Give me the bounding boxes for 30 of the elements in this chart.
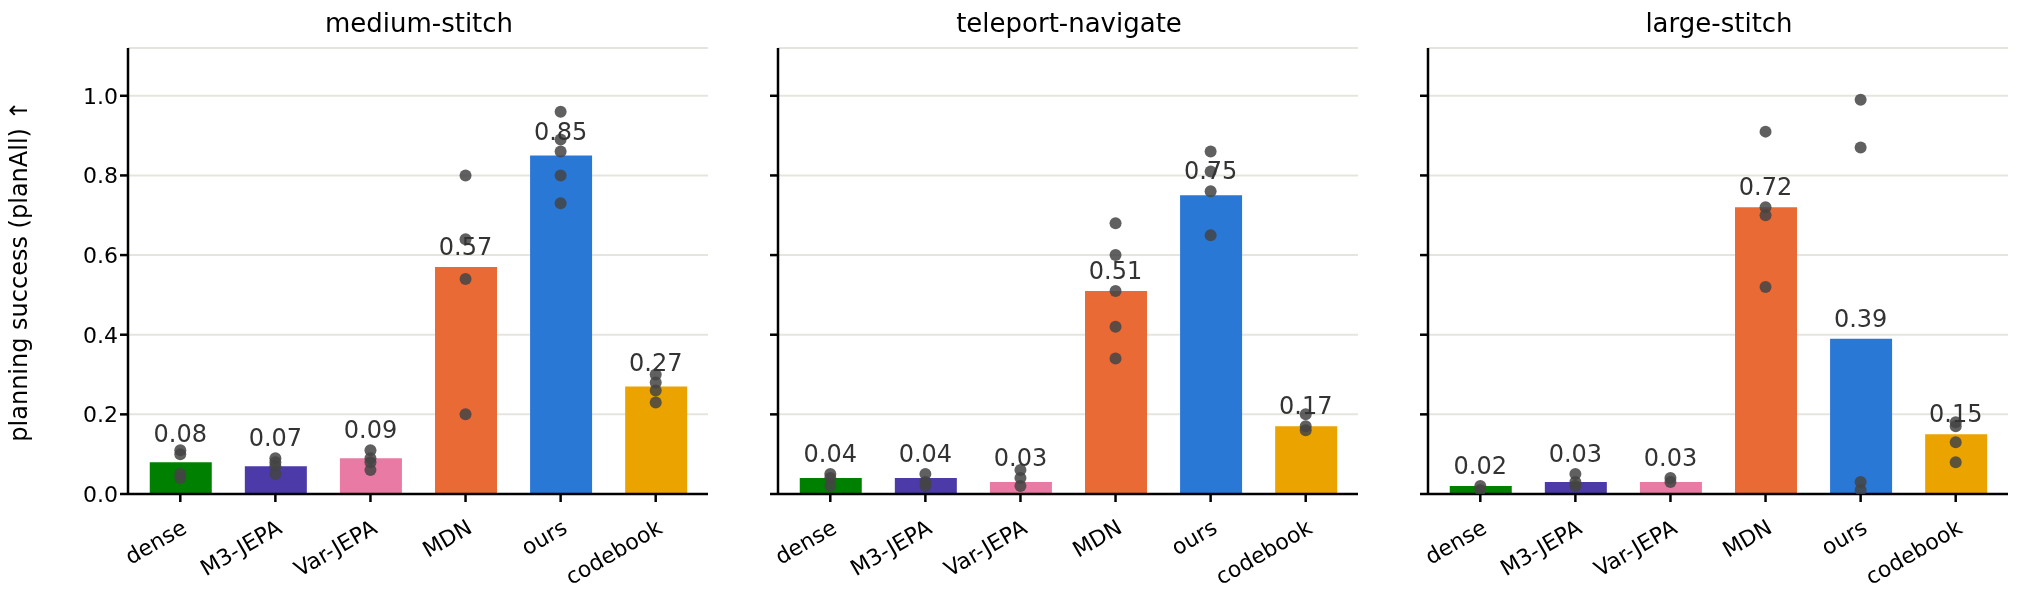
data-label: 0.57 (438, 233, 493, 262)
y-tick-label: 0.6 (83, 242, 118, 268)
chart-title: large-stitch (1644, 8, 1794, 40)
y-tick-label: 0.8 (83, 163, 118, 189)
y-axis-title: planning success (planAll) ↑ (4, 100, 33, 442)
data-label: 0.27 (628, 348, 683, 377)
y-tick-label: 0.2 (83, 402, 118, 428)
data-label: 0.17 (1278, 392, 1333, 421)
chart-title: teleport-navigate (955, 8, 1183, 40)
data-label: 0.51 (1088, 256, 1143, 285)
data-label: 0.04 (803, 440, 858, 469)
data-label: 0.07 (248, 424, 303, 453)
data-label: 0.85 (533, 117, 588, 146)
data-label: 0.02 (1453, 452, 1508, 481)
data-label: 0.72 (1738, 173, 1793, 202)
data-label: 0.09 (343, 416, 398, 445)
data-label: 0.39 (1833, 304, 1888, 333)
x-tick-label: ours (1817, 514, 1872, 561)
data-label: 0.03 (1643, 444, 1698, 473)
data-label: 0.03 (993, 444, 1048, 473)
x-tick-label: ours (517, 514, 572, 561)
data-label: 0.08 (153, 420, 208, 449)
chart-title: medium-stitch (323, 8, 515, 40)
data-label: 0.03 (1548, 440, 1603, 469)
data-label: 0.04 (898, 440, 953, 469)
y-tick-label: 1.0 (83, 83, 118, 109)
data-label: 0.15 (1928, 400, 1983, 429)
x-tick-label: ours (1167, 514, 1222, 561)
y-tick-label: 0.0 (83, 481, 118, 507)
y-tick-label: 0.4 (83, 322, 118, 348)
